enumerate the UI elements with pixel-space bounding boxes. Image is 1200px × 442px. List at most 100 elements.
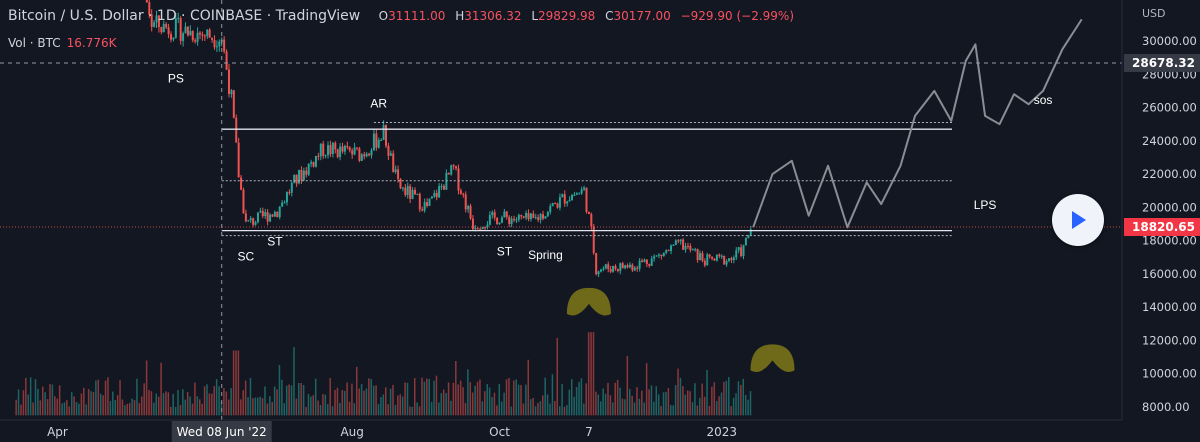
volume-bar — [213, 386, 215, 416]
volume-bar — [49, 384, 51, 416]
volume-bar — [34, 379, 37, 416]
candle-body — [723, 255, 726, 265]
volume-bar — [223, 388, 225, 416]
candle-body — [392, 153, 395, 173]
volume-bar — [445, 393, 447, 416]
y-tick-label: 26000.00 — [1142, 101, 1197, 115]
candle-body — [365, 153, 368, 157]
crosshair-price-label: 28678.32 — [1132, 56, 1195, 70]
volume-bar — [211, 393, 213, 416]
candle-body — [404, 187, 407, 195]
candle-body — [218, 41, 221, 47]
candle-body — [189, 31, 192, 36]
volume-bar — [339, 402, 341, 416]
candle-body — [295, 174, 298, 184]
volume-bar — [298, 383, 300, 416]
volume-bar — [423, 381, 426, 416]
candle-body — [452, 165, 455, 167]
volume-bar — [46, 399, 49, 416]
volume-bar — [517, 384, 520, 416]
play-icon — [1072, 211, 1086, 229]
volume-bar — [653, 401, 655, 416]
candle-body — [399, 179, 402, 189]
candle-body — [638, 260, 641, 269]
volume-bar — [440, 393, 443, 416]
volume-bar — [244, 380, 247, 416]
volume-bar — [467, 369, 469, 416]
candle-body — [351, 150, 354, 155]
candle-body — [679, 239, 682, 242]
volume-bar — [648, 389, 650, 416]
candle-body — [747, 235, 750, 239]
volume-bar — [225, 391, 228, 416]
volume-bar — [513, 380, 515, 416]
candle-body — [701, 253, 704, 261]
volume-bar — [561, 383, 563, 416]
candle-body — [609, 269, 612, 272]
play-button[interactable] — [1052, 194, 1104, 246]
volume-bar — [41, 386, 44, 416]
volume-bar — [433, 380, 435, 416]
candle-body — [430, 196, 433, 199]
candle-body — [476, 228, 479, 230]
volume-bar — [278, 365, 281, 416]
volume-bar — [227, 399, 230, 416]
volume-bar — [310, 396, 312, 416]
candle-body — [343, 146, 346, 152]
candle-body — [423, 202, 426, 211]
volume-bar — [199, 399, 201, 416]
close-value: 30177.00 — [613, 9, 671, 23]
volume-bar — [650, 385, 653, 416]
annotation-label: Spring — [528, 248, 563, 262]
volume-bar — [92, 392, 95, 416]
volume-bar — [126, 403, 129, 416]
annotation-label: sos — [1034, 93, 1053, 107]
y-tick-label: 24000.00 — [1142, 134, 1197, 148]
candle-body — [312, 162, 315, 167]
volume-bar — [300, 382, 302, 416]
candle-body — [206, 29, 209, 37]
candle-body — [225, 51, 228, 70]
candle-body — [375, 133, 378, 148]
candle-body — [566, 201, 569, 204]
volume-bar — [29, 377, 32, 416]
volume-bar — [196, 396, 199, 416]
volume-bar — [95, 380, 97, 416]
volume-bar — [457, 384, 459, 416]
candle-body — [694, 249, 697, 251]
symbol-title[interactable]: Bitcoin / U.S. Dollar · 1D · COINBASE · … — [8, 8, 361, 24]
volume-bar — [602, 388, 604, 416]
volume-bar — [143, 383, 145, 416]
candle-body — [587, 211, 590, 215]
candle-body — [537, 217, 540, 220]
volume-bar — [377, 403, 380, 416]
candle-body — [491, 212, 494, 216]
volume-bar — [544, 377, 546, 416]
volume-bar — [510, 406, 513, 416]
volume-bar — [145, 360, 148, 416]
volume-bar — [715, 400, 718, 416]
candle-body — [580, 189, 583, 194]
volume-bar — [662, 392, 665, 416]
candle-body — [749, 229, 752, 236]
volume-bar — [230, 388, 232, 416]
volume-bar — [150, 391, 153, 416]
candle-body — [515, 219, 518, 221]
y-tick-label: 10000.00 — [1142, 367, 1197, 381]
candle-body — [348, 147, 351, 151]
annotation-label: SC — [238, 250, 255, 264]
volume-bar — [682, 386, 684, 416]
volume-bar — [397, 395, 399, 416]
volume-bar — [558, 406, 561, 416]
candle-body — [621, 263, 624, 269]
candle-body — [174, 18, 177, 38]
candle-body — [358, 148, 361, 161]
candle-body — [718, 254, 721, 257]
crosshair-price-tag — [1124, 53, 1200, 72]
candle-body — [578, 193, 581, 195]
candle-body — [227, 69, 230, 95]
volume-bar — [184, 399, 187, 416]
volume-bar — [186, 392, 189, 416]
volume-bar — [469, 382, 472, 416]
